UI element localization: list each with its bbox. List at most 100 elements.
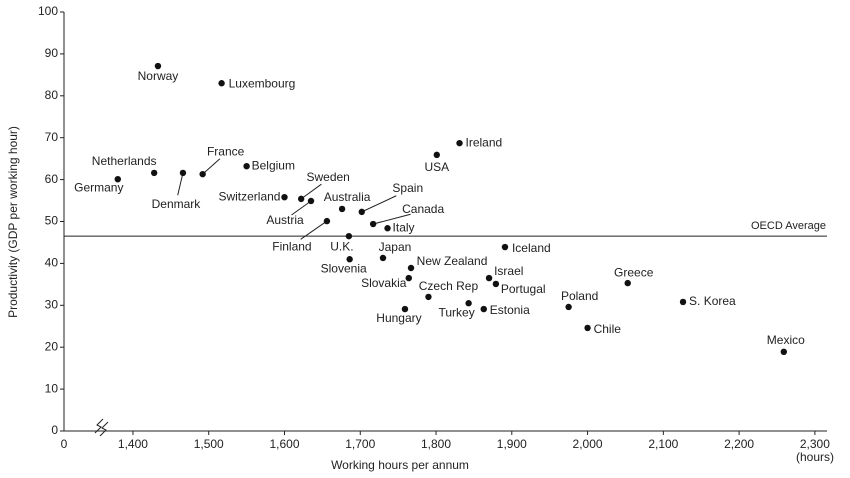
point [307,197,315,205]
point-label: Australia [324,190,371,204]
point-label: Poland [561,289,598,303]
y-tick-label: 10 [45,381,59,395]
point [369,220,377,228]
point-label: Germany [74,180,123,194]
x-tick-label: 1,700 [345,437,375,451]
point [218,80,225,87]
point-label: U.K. [330,239,353,253]
x-tick-label: 1,900 [497,437,527,451]
leader-line [300,220,328,240]
y-tick-label: 70 [45,130,59,144]
point [179,169,187,177]
point [501,243,509,251]
leader-line [300,183,322,200]
point [384,225,391,232]
point [281,193,288,201]
point [456,139,463,147]
point-label: Finland [272,239,311,253]
point [679,298,687,306]
y-tick-label: 90 [45,46,59,60]
x-tick-label: 1,400 [118,437,148,451]
point-label: Netherlands [92,154,157,168]
point-label: Chile [594,322,622,336]
point [346,256,353,263]
y-tick-label: 60 [45,172,59,186]
x-tick-label: 2,300 [800,437,830,451]
point-label: Mexico [767,333,805,347]
x-origin-label: 0 [61,437,68,451]
point-label: Iceland [512,241,551,255]
point [243,162,250,170]
leader-line [361,195,397,213]
leader-line [373,213,411,225]
leader-line [202,158,221,175]
point-label: Japan [379,240,412,254]
point [199,170,206,178]
y-tick-label: 0 [51,423,58,437]
y-tick-label: 50 [45,214,59,228]
point-label: New Zealand [417,254,488,268]
point [154,62,162,70]
point [323,217,331,225]
point-label: Czech Rep [419,279,479,293]
point-label: Luxembourg [229,76,296,90]
point-label: Norway [138,69,179,83]
point [150,169,158,177]
point-label: Denmark [152,197,202,211]
point-label: Turkey [438,305,474,319]
point-label: Belgium [252,158,295,172]
point [584,324,591,332]
point [405,274,412,282]
x-tick-label: 1,600 [269,437,299,451]
x-tick-label: 2,200 [724,437,754,451]
leader-line [177,172,184,196]
point-label: Portugal [501,282,546,296]
point-label: Israel [494,264,523,278]
y-tick-label: 80 [45,88,59,102]
point-label: Ireland [466,135,503,149]
point-label: Slovakia [361,276,407,290]
x-tick-label: 1,800 [421,437,451,451]
point [624,279,631,287]
point [465,300,472,307]
point-label: USA [424,160,449,174]
x-tick-label: 2,100 [648,437,678,451]
point [401,305,409,313]
y-tick-label: 100 [38,4,58,18]
point [480,305,487,313]
x-axis-unit: (hours) [796,450,834,464]
point-label: Hungary [376,311,421,325]
point-label: Switzerland [218,189,280,203]
point-label: Italy [393,220,415,234]
reference-label: OECD Average [751,220,826,232]
x-tick-label: 1,500 [194,437,224,451]
point [407,264,415,272]
point-label: Slovenia [321,261,367,275]
point-label: Estonia [490,303,530,317]
x-axis-title: Working hours per annum [331,458,469,472]
point-label: Austria [266,213,304,227]
point [492,280,500,288]
point-label: France [207,144,245,158]
leader-line [291,200,312,216]
point-label: Spain [392,181,423,195]
point [345,232,353,240]
point [297,195,305,203]
point-label: Sweden [306,170,349,184]
point [358,208,365,216]
point [433,151,440,159]
point [338,205,346,213]
y-tick-label: 40 [45,256,59,270]
point [379,254,387,262]
point-label: Greece [614,265,654,279]
point [565,303,572,311]
y-tick-label: 30 [45,297,59,311]
point-label: Canada [402,202,444,216]
point-label: S. Korea [689,294,736,308]
point [425,293,432,301]
y-tick-label: 20 [45,339,59,353]
point [780,348,788,356]
y-axis-title: Productivity (GDP per working hour) [6,126,20,318]
x-tick-label: 2,000 [573,437,603,451]
